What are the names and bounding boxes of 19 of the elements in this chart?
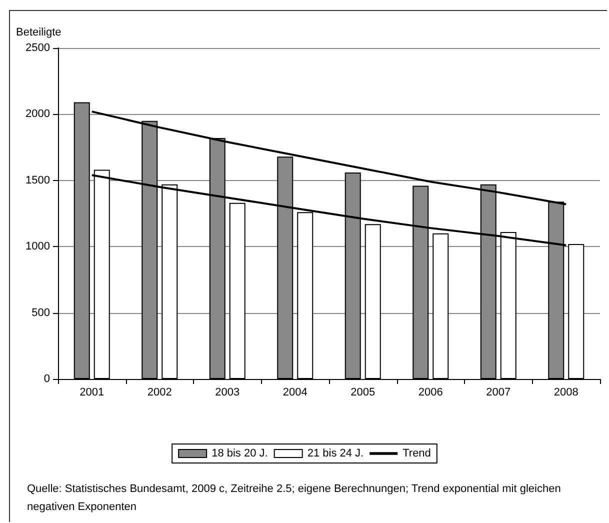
x-tick-label: 2006 — [418, 386, 443, 398]
legend-label: Trend — [402, 448, 431, 460]
legend-label: 18 bis 20 J. — [212, 448, 268, 460]
y-tick-label: 2500 — [26, 42, 50, 54]
y-tick-label: 1000 — [26, 240, 50, 253]
x-tick-label: 2005 — [350, 386, 376, 398]
x-tick-label: 2004 — [282, 386, 308, 398]
x-tick-label: 2001 — [80, 386, 104, 398]
y-tick-label: 0 — [44, 373, 50, 385]
y-tick-label: 2000 — [26, 108, 50, 120]
y-axis-title: Beteiligte — [16, 26, 62, 38]
y-tick-label: 500 — [32, 306, 50, 319]
x-tick-label: 2008 — [554, 386, 578, 398]
legend-label: 21 bis 24 J. — [307, 448, 364, 460]
y-tick-label: 1500 — [26, 174, 50, 186]
source-note: Quelle: Statistisches Bundesamt, 2009 c, Zeitreihe 2.5; eigene Berechnungen; Trend exponential mit gleichen negativen Exponenten — [27, 482, 562, 515]
x-tick-label: 2003 — [215, 386, 240, 398]
x-tick-label: 2007 — [486, 386, 511, 398]
x-tick-label: 2002 — [147, 386, 172, 398]
